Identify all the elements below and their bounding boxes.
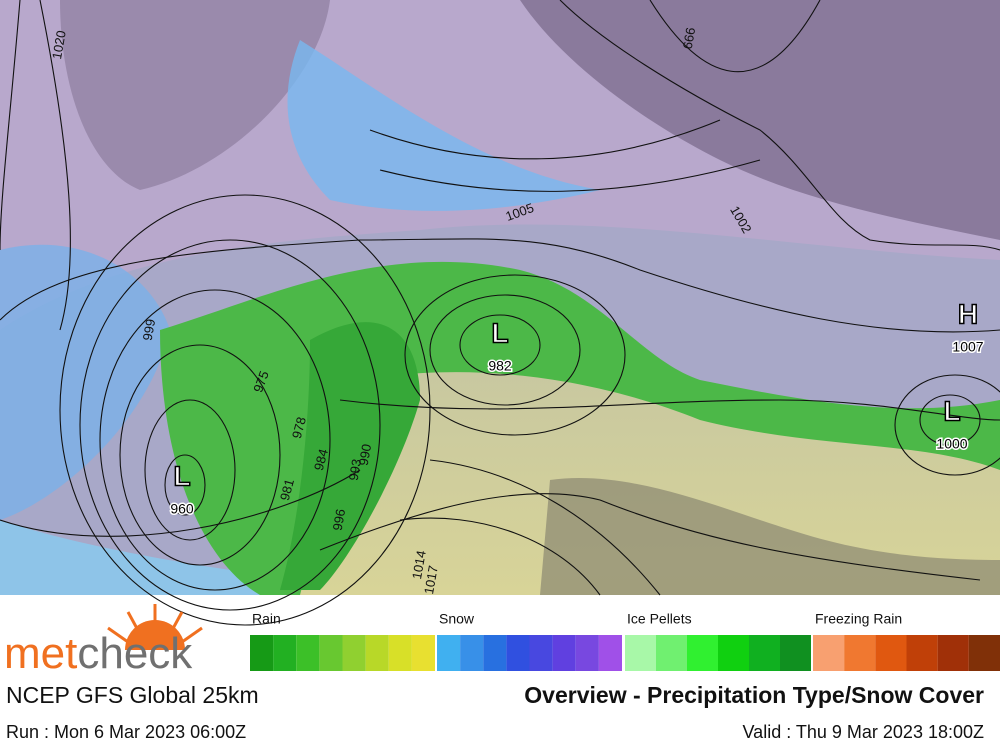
legend-swatch [388,635,412,671]
legend-label: Freezing Rain [815,611,902,627]
legend-label: Ice Pellets [627,611,692,627]
legend-swatch [273,635,297,671]
legend-label: Rain [252,611,281,627]
isobar-label: 1020 [49,29,69,60]
legend-swatch [813,635,845,671]
legend-swatch [319,635,343,671]
model-name: NCEP GFS Global 25km [6,682,259,708]
legend-swatch [844,635,876,671]
run-time: Run : Mon 6 Mar 2023 06:00Z [6,722,246,742]
legend-swatch [718,635,749,671]
isobar-label: 978 [289,415,309,440]
legend-swatch [875,635,907,671]
legend-swatch [598,635,622,671]
isobar-label: 996 [330,508,349,532]
legend-swatch [656,635,687,671]
legend: Rain Snow Ice Pellets Freezing Rain [250,611,1000,671]
logo-second: check [77,629,193,678]
svg-text:metcheck: metcheck [4,629,193,678]
system-pressure: 1000 [936,436,967,452]
isobar-label: 1017 [421,564,441,595]
isobar-label: 1014 [409,549,429,580]
legend-swatch [342,635,366,671]
legend-swatch [365,635,389,671]
legend-swatch [250,635,274,671]
legend-swatch [749,635,780,671]
legend-swatch [529,635,553,671]
legend-label: Snow [439,611,475,627]
legend-swatch [296,635,320,671]
legend-swatch [780,635,811,671]
legend-swatch [483,635,507,671]
system-pressure: 982 [488,358,512,374]
logo: metcheck [4,604,203,678]
isobar-label: 999 [680,26,699,50]
logo-first: met [4,629,77,678]
legend-swatch [460,635,484,671]
legend-swatch [552,635,576,671]
legend-swatch [968,635,1000,671]
system-pressure: 960 [170,501,194,517]
isobar-label: 999 [140,318,159,342]
isobar-label: 993 [346,458,365,482]
legend-swatch [411,635,435,671]
legend-swatch [937,635,969,671]
legend-swatch [687,635,718,671]
isobar-label: 984 [311,447,331,472]
isobar-label: 990 [356,443,375,467]
isobar-label: 975 [250,369,272,395]
system-symbol: L [943,395,960,426]
system-pressure: 1007 [952,339,983,355]
title: Overview - Precipitation Type/Snow Cover [524,682,984,708]
system-symbol: L [173,460,190,491]
system-symbol: H [958,298,978,329]
legend-swatch [506,635,530,671]
legend-swatch [906,635,938,671]
map [0,0,1000,626]
legend-swatch [437,635,461,671]
legend-swatch [625,635,656,671]
legend-swatch [575,635,599,671]
system-symbol: L [491,317,508,348]
valid-time: Valid : Thu 9 Mar 2023 18:00Z [743,722,984,742]
isobar-label: 981 [277,477,297,502]
